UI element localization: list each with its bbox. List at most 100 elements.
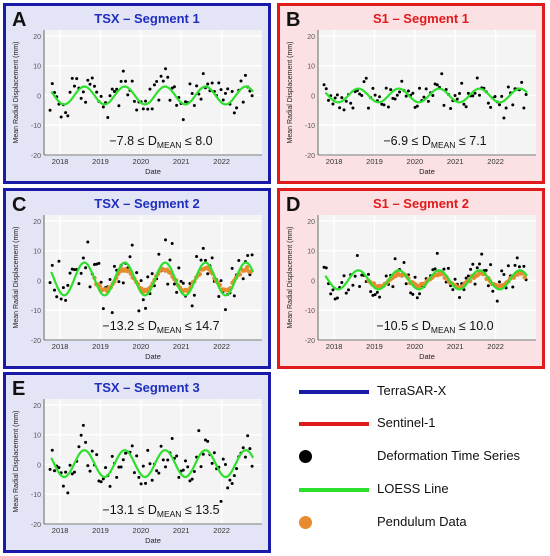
deformation-point <box>203 258 207 262</box>
deformation-point <box>84 266 88 270</box>
deformation-point <box>486 101 490 105</box>
deformation-point <box>195 84 199 88</box>
deformation-point <box>101 477 105 481</box>
y-tick-label: 20 <box>33 403 41 410</box>
deformation-point <box>99 480 103 484</box>
deformation-point <box>364 76 368 80</box>
deformation-point <box>50 448 54 452</box>
panel-a: -20 -10 0 10 20 2018 2019 2020 2021 2022 Date Mean … <box>3 3 271 184</box>
deformation-point <box>66 283 70 287</box>
deformation-point <box>155 80 159 84</box>
y-tick-label: -10 <box>31 492 41 499</box>
y-tick-label: -10 <box>31 308 41 315</box>
deformation-point <box>366 106 370 110</box>
deformation-point <box>219 88 223 92</box>
deformation-point <box>92 263 96 267</box>
deformation-point <box>235 106 239 110</box>
deformation-point <box>99 280 103 284</box>
x-tick-label: 2021 <box>173 157 190 166</box>
panel-letter: A <box>12 9 26 31</box>
deformation-point <box>500 94 504 98</box>
deformation-point <box>95 453 99 457</box>
dmean-lower: −7.8 ≤ D <box>109 134 157 148</box>
deformation-point <box>148 87 152 91</box>
deformation-point <box>66 114 70 118</box>
dmean-annotation: −10.5 ≤ DMEAN ≤ 10.0 <box>376 319 493 335</box>
chart-title: TSX – Segment 1 <box>94 11 199 26</box>
deformation-point <box>52 288 56 292</box>
deformation-point <box>346 288 350 292</box>
deformation-point <box>491 289 495 293</box>
deformation-point <box>457 91 461 95</box>
deformation-point <box>79 271 83 275</box>
legend: TerraSAR-X Sentinel-1 Deformation Time S… <box>277 370 547 552</box>
deformation-point <box>466 274 470 278</box>
deformation-point <box>97 261 101 265</box>
deformation-point <box>413 105 417 109</box>
deformation-point <box>404 282 408 286</box>
x-axis-label: Date <box>145 167 161 176</box>
dmean-upper: ≤ 14.7 <box>181 319 219 333</box>
deformation-point <box>112 264 116 268</box>
chart-svg: -20 -10 0 10 20 2018 2019 2020 2021 2022 Date Mean … <box>12 9 262 176</box>
deformation-point <box>243 455 247 459</box>
deformation-point <box>362 80 366 84</box>
deformation-point <box>188 82 192 86</box>
legend-item-terrasar: TerraSAR-X <box>277 378 547 408</box>
y-axis-label: Mean Radial Displacement (mm) <box>13 227 20 329</box>
deformation-point <box>164 465 168 469</box>
deformation-point <box>99 94 103 98</box>
panel-letter: B <box>286 9 300 31</box>
deformation-point <box>413 275 417 279</box>
deformation-point <box>517 265 521 269</box>
deformation-point <box>130 243 134 247</box>
deformation-point <box>246 254 250 258</box>
deformation-point <box>426 99 430 103</box>
deformation-point <box>440 72 444 76</box>
deformation-point <box>506 85 510 89</box>
deformation-point <box>398 90 402 94</box>
deformation-point <box>495 299 499 303</box>
deformation-point <box>228 478 232 482</box>
deformation-point <box>455 97 459 101</box>
dmean-lower: −10.5 ≤ D <box>376 319 430 333</box>
deformation-point <box>192 470 196 474</box>
deformation-point <box>442 103 446 107</box>
deformation-point <box>248 447 252 451</box>
deformation-point <box>190 91 194 95</box>
deformation-point <box>86 240 90 244</box>
deformation-point <box>355 254 359 258</box>
deformation-point <box>206 82 210 86</box>
deformation-point <box>141 464 145 468</box>
deformation-point <box>170 437 174 441</box>
deformation-point <box>201 72 205 76</box>
deformation-point <box>431 94 435 98</box>
deformation-point <box>360 273 364 277</box>
deformation-point <box>139 279 143 283</box>
y-axis-label: Mean Radial Displacement (mm) <box>13 42 20 144</box>
deformation-point <box>141 298 145 302</box>
deformation-point <box>449 107 453 111</box>
deformation-point <box>497 103 501 107</box>
deformation-point <box>433 267 437 271</box>
legend-swatch-terrasar <box>299 390 369 394</box>
x-tick-label: 2018 <box>326 342 343 351</box>
deformation-point <box>192 104 196 108</box>
deformation-point <box>192 293 196 297</box>
chart-title: S1 – Segment 1 <box>373 11 469 26</box>
deformation-point <box>326 98 330 102</box>
deformation-point <box>522 106 526 110</box>
x-tick-label: 2020 <box>133 526 150 535</box>
deformation-point <box>344 99 348 103</box>
deformation-point <box>404 94 408 98</box>
deformation-point <box>92 84 96 88</box>
deformation-point <box>511 285 515 289</box>
deformation-point <box>130 444 134 448</box>
x-tick-label: 2018 <box>52 342 69 351</box>
dmean-subscript: MEAN <box>157 140 182 150</box>
deformation-point <box>393 257 397 261</box>
deformation-point <box>239 79 243 83</box>
deformation-point <box>179 279 183 283</box>
deformation-point <box>524 92 528 96</box>
x-tick-label: 2020 <box>407 342 424 351</box>
